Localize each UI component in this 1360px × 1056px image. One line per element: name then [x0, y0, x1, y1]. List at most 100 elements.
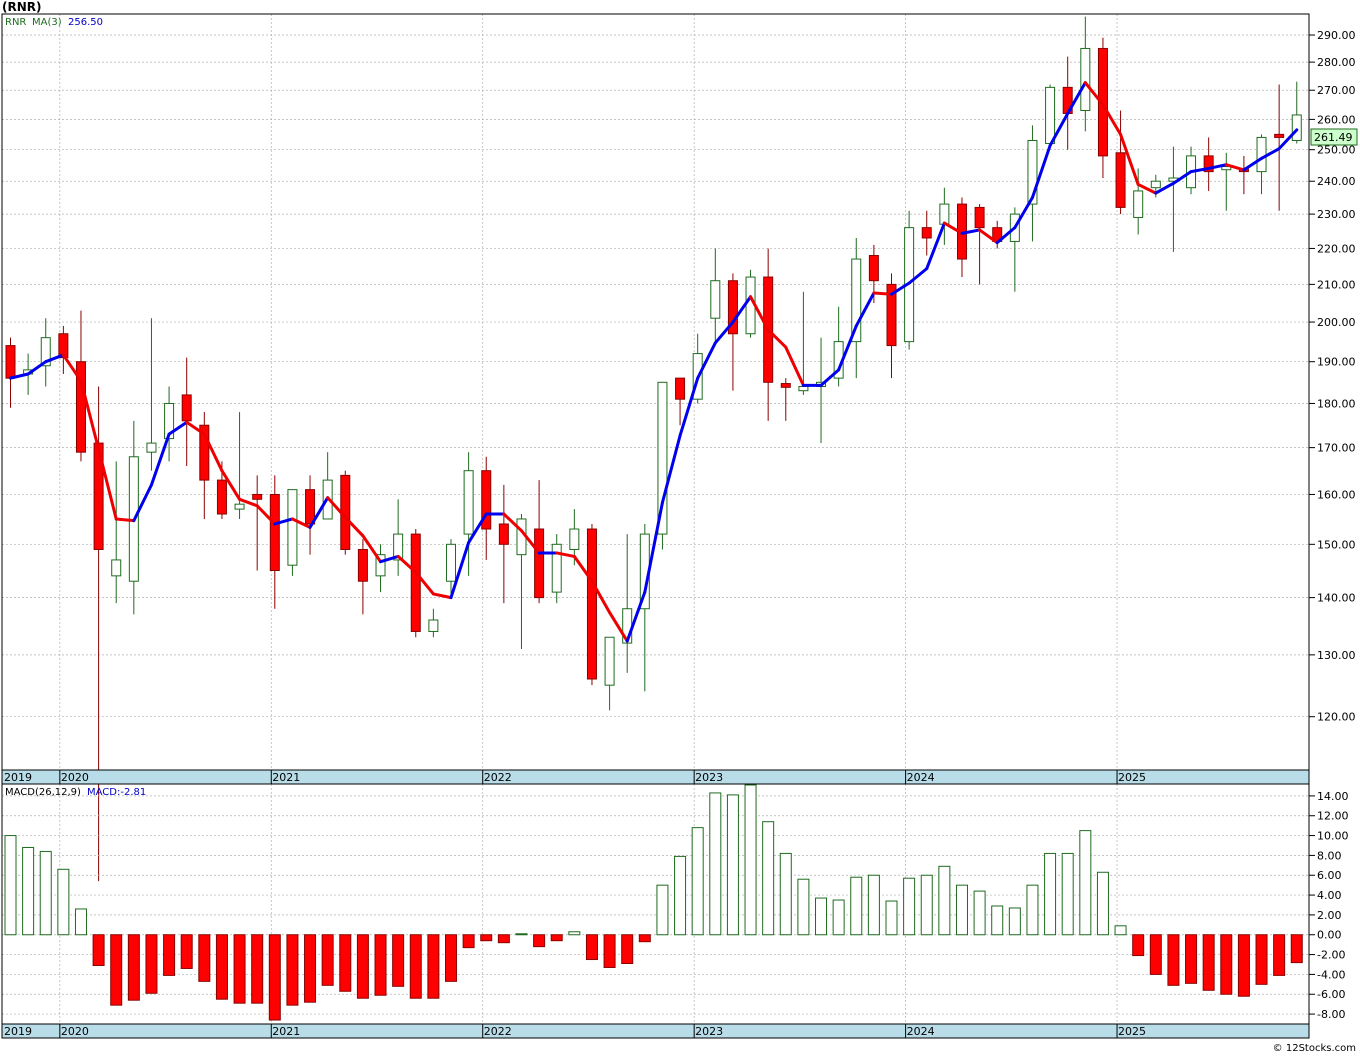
ma-segment	[1083, 81, 1105, 107]
candle-body	[498, 523, 509, 545]
macd-bar	[39, 850, 52, 936]
macd-bar	[1061, 852, 1074, 936]
candle-body	[1256, 136, 1267, 173]
candle	[534, 480, 545, 604]
macd-bar	[163, 934, 176, 976]
ma-segment	[255, 504, 277, 526]
macd-bar	[1202, 934, 1215, 991]
macd-bar	[797, 878, 810, 936]
macd-bar	[638, 934, 651, 943]
macd-tick-label: 2.00	[1317, 909, 1342, 922]
year-label: 2025	[1118, 1025, 1146, 1038]
ma-segment	[1101, 103, 1123, 136]
price-tick-label: 180.00	[1317, 397, 1356, 410]
price-tick-label: 200.00	[1317, 316, 1356, 329]
year-labels-top: 2019 2020 2021 2022 2023 2024 2025	[4, 770, 1146, 784]
macd-bar	[1290, 934, 1303, 964]
macd-bar	[480, 934, 493, 942]
ma-segment	[1242, 156, 1264, 172]
candle	[1115, 110, 1126, 215]
candle	[481, 456, 492, 560]
macd-bar	[1114, 925, 1127, 936]
macd-bar	[955, 884, 968, 936]
macd-bar	[1044, 852, 1057, 936]
candle	[234, 412, 245, 519]
candle	[1097, 37, 1108, 179]
candle	[886, 273, 897, 379]
macd-bar	[233, 934, 246, 1004]
macd-bar	[251, 934, 264, 1004]
candle-body	[886, 283, 897, 347]
ma-segment	[502, 512, 523, 533]
candle	[939, 187, 950, 245]
candle	[921, 210, 932, 256]
macd-tick-label: 6.00	[1317, 869, 1342, 882]
candle	[604, 636, 615, 711]
candle	[1080, 16, 1091, 132]
ma-segment	[784, 345, 805, 387]
candle-body	[1097, 47, 1108, 157]
macd-panel-frame	[1, 783, 1310, 1025]
candle	[181, 357, 192, 467]
ma-segment	[1066, 81, 1087, 115]
year-label: 2019	[4, 1025, 32, 1038]
ma-segment	[555, 551, 576, 558]
macd-bar	[973, 890, 986, 936]
macd-histogram	[4, 784, 1303, 1021]
price-legend-ma-value: 256.50	[68, 17, 103, 28]
macd-bar	[374, 934, 387, 996]
macd-tick-label: -6.00	[1317, 988, 1345, 1001]
candle	[498, 484, 509, 604]
candle-body	[675, 377, 686, 400]
candle	[322, 452, 333, 520]
candle-body	[1115, 152, 1126, 208]
ma-segment	[854, 291, 876, 328]
candle	[1045, 84, 1056, 145]
ma-segment	[396, 554, 418, 574]
ma-segment	[819, 368, 841, 387]
ma-segment	[414, 570, 435, 596]
macd-bar	[656, 884, 669, 936]
candle	[446, 539, 456, 598]
candle-body	[375, 554, 386, 577]
candle-body	[481, 470, 492, 530]
candle	[851, 237, 862, 379]
ma-segment	[1030, 144, 1052, 199]
ma-segment	[290, 517, 312, 529]
macd-bar	[920, 874, 933, 936]
ma-segment	[995, 226, 1017, 245]
macd-bar	[198, 934, 211, 982]
macd-bar	[356, 934, 369, 999]
price-tick-label: 280.00	[1317, 56, 1356, 69]
ma-segment	[220, 469, 242, 501]
candle-body	[727, 280, 738, 335]
price-panel-frame	[1, 13, 1310, 771]
candle	[780, 378, 791, 421]
candle	[675, 377, 686, 426]
ma-segment	[1136, 182, 1158, 195]
candle	[1027, 125, 1038, 242]
candle	[199, 412, 210, 519]
macd-bar	[709, 792, 722, 936]
ma-segment	[114, 517, 136, 523]
macd-bar	[938, 865, 951, 936]
ma-segment	[1013, 195, 1034, 230]
candle	[639, 523, 650, 692]
candle	[710, 248, 721, 342]
macd-bar	[268, 934, 281, 1021]
ma-segment	[590, 579, 612, 614]
ma-segment	[202, 432, 224, 473]
candle-body	[1150, 180, 1161, 189]
candle-body	[75, 361, 86, 453]
candle	[1291, 81, 1302, 144]
candle-body	[551, 543, 562, 593]
year-label: 2019	[4, 771, 32, 784]
price-tick-label: 220.00	[1317, 242, 1356, 255]
macd-bar	[339, 934, 352, 992]
candle	[357, 539, 368, 615]
macd-bar	[762, 821, 775, 936]
year-label: 2022	[484, 771, 512, 784]
candle	[58, 325, 69, 374]
macd-bar	[1026, 884, 1039, 936]
ma-segment	[572, 554, 594, 583]
